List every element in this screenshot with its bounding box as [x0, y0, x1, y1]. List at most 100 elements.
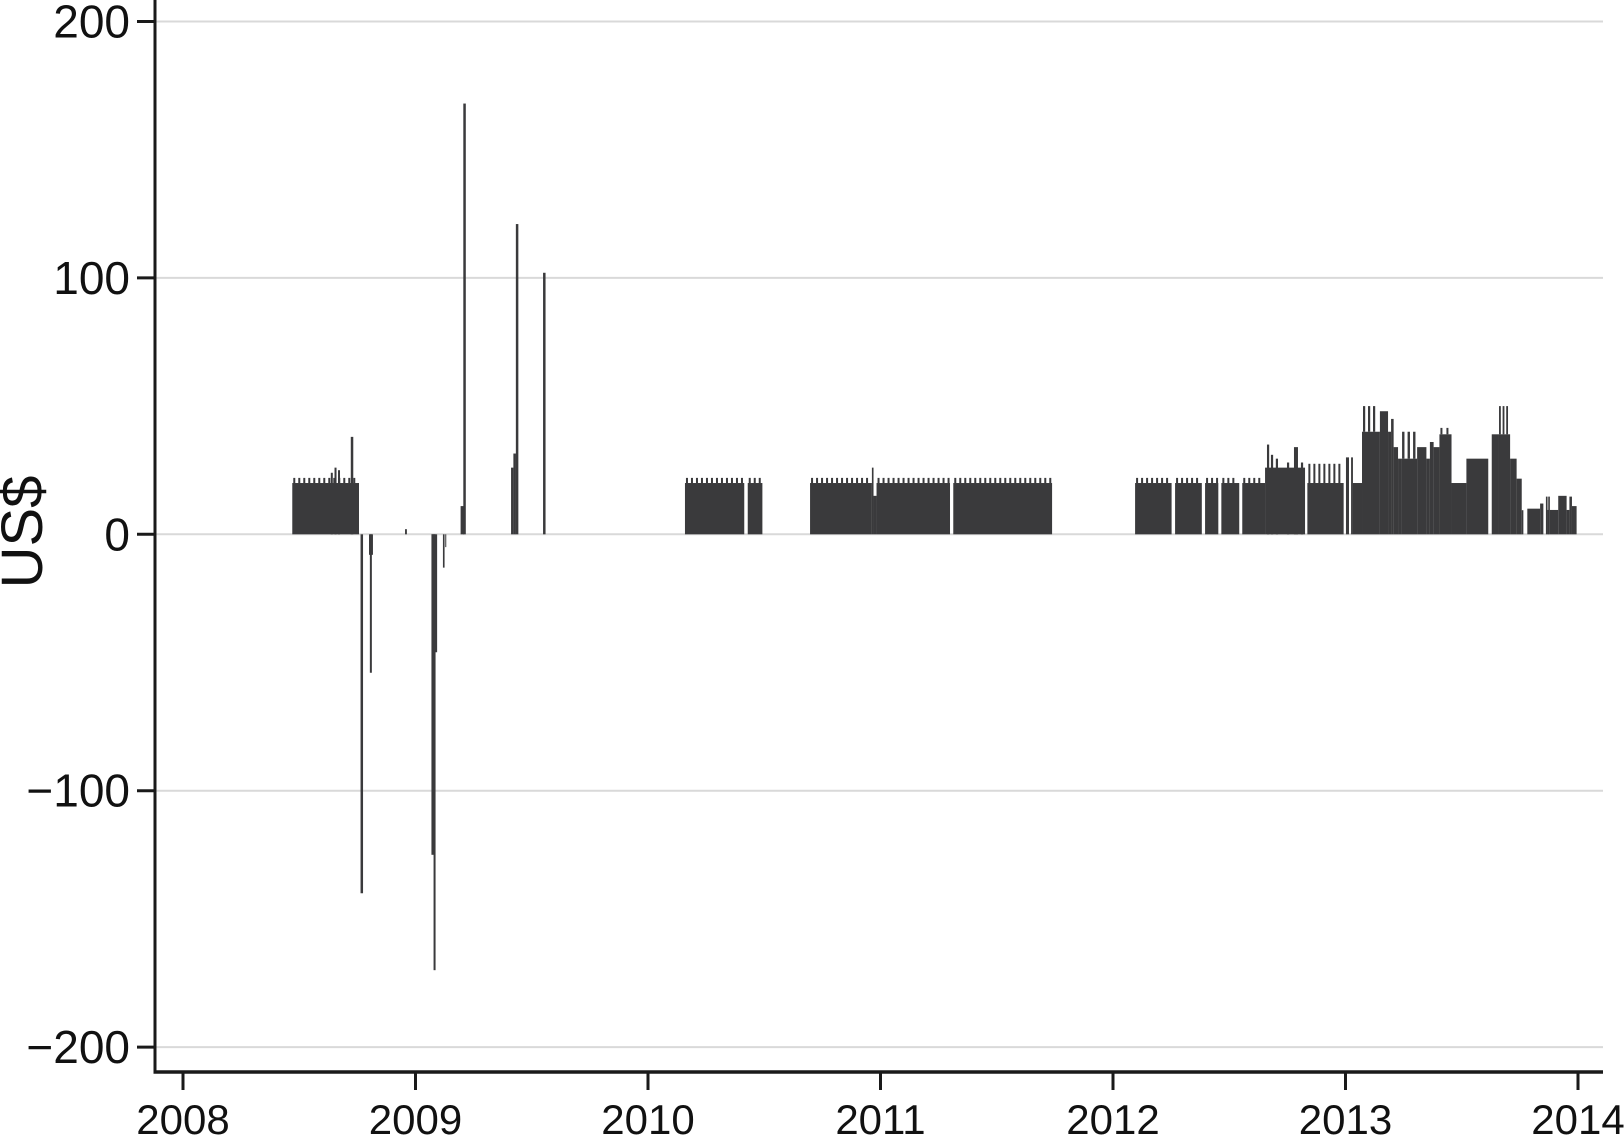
data-bar-tooth — [947, 477, 950, 484]
data-bar — [1491, 434, 1499, 535]
data-bar-tooth — [882, 477, 885, 484]
x-tick-label: 2008 — [136, 1096, 229, 1143]
data-bar-tooth — [715, 477, 718, 484]
data-bar — [684, 483, 745, 535]
data-bar — [1391, 418, 1394, 535]
data-bar — [1429, 441, 1434, 535]
data-bar — [747, 483, 763, 535]
data-bar-tooth — [308, 477, 311, 484]
x-tick-label: 2012 — [1066, 1096, 1159, 1143]
y-tick-marks — [137, 20, 155, 1049]
data-bar-tooth — [964, 477, 967, 484]
data-bar — [1545, 496, 1548, 535]
data-bar-tooth — [1227, 477, 1230, 484]
data-bar — [871, 467, 874, 535]
data-bar — [1549, 509, 1559, 535]
data-bar-tooth — [1216, 477, 1219, 484]
data-bar — [1417, 447, 1427, 535]
data-bar-tooth — [821, 477, 824, 484]
data-bar-tooth — [748, 477, 751, 484]
data-bar-tooth — [1206, 477, 1209, 484]
data-bar-tooth — [999, 477, 1002, 484]
data-bar-tooth — [932, 477, 935, 484]
data-bar — [810, 483, 872, 535]
data-bar-tooth — [328, 477, 331, 484]
x-tick-label: 2009 — [369, 1096, 462, 1143]
data-bar — [1466, 458, 1489, 535]
data-bar — [1388, 431, 1392, 535]
data-bar-tooth — [959, 477, 962, 484]
y-tick-label: 200 — [53, 0, 130, 48]
data-bar-tooth — [816, 477, 819, 484]
data-bar-tooth — [685, 477, 688, 484]
data-bar-tooth — [1373, 406, 1376, 432]
data-bar — [1205, 483, 1219, 535]
data-spike — [463, 103, 466, 535]
data-bar-tooth — [1141, 477, 1144, 484]
data-bar-tooth — [1151, 477, 1154, 484]
data-bar-tooth — [1029, 477, 1032, 484]
data-bar-tooth — [1363, 406, 1366, 432]
data-bar — [1398, 458, 1402, 535]
data-bar-tooth — [1232, 477, 1235, 484]
data-bar-tooth — [1308, 463, 1311, 484]
data-bar-tooth — [922, 477, 925, 484]
data-bar — [442, 534, 445, 568]
data-bar — [1569, 496, 1572, 535]
data-bar-tooth — [1176, 477, 1179, 484]
x-tick-label: 2014 — [1531, 1096, 1624, 1143]
data-bar-tooth — [1166, 477, 1169, 484]
data-bar — [1393, 447, 1399, 535]
data-bar-tooth — [979, 477, 982, 484]
data-bar — [1521, 510, 1524, 535]
data-spike — [350, 436, 354, 535]
data-bar-tooth — [725, 477, 728, 484]
data-spike — [369, 534, 372, 673]
data-bar-tooth — [1248, 477, 1251, 484]
data-bar — [1566, 509, 1570, 535]
data-bar — [1345, 457, 1349, 535]
data-bar-tooth — [710, 477, 713, 484]
data-bar-tooth — [1402, 431, 1405, 459]
data-bar — [511, 467, 514, 535]
data-bar-tooth — [811, 477, 814, 484]
x-tick-marks — [181, 1072, 1580, 1090]
data-bar-tooth — [866, 477, 869, 484]
data-bar-tooth — [293, 477, 296, 484]
data-spike — [515, 224, 519, 535]
data-bar-tooth — [1004, 477, 1007, 484]
data-bar-tooth — [846, 477, 849, 484]
data-spike — [433, 534, 436, 971]
data-bar-tooth — [735, 477, 738, 484]
data-bar — [1175, 483, 1202, 535]
data-bar-tooth — [1440, 427, 1443, 435]
spikes-layer — [330, 103, 1304, 971]
data-bar-tooth — [690, 477, 693, 484]
data-bar-tooth — [1014, 477, 1017, 484]
data-bar-tooth — [1222, 477, 1225, 484]
data-bar-tooth — [1338, 463, 1341, 484]
data-bar-tooth — [907, 477, 910, 484]
data-bar-tooth — [1196, 477, 1199, 484]
data-bar-tooth — [887, 477, 890, 484]
data-bar — [1401, 458, 1418, 535]
data-bar — [1439, 434, 1452, 535]
data-bar-tooth — [902, 477, 905, 484]
data-bar — [445, 534, 447, 548]
data-bar-tooth — [1181, 477, 1184, 484]
data-spike — [360, 534, 364, 894]
data-bar — [513, 453, 516, 535]
data-bar-tooth — [1328, 463, 1331, 484]
data-bar-tooth — [856, 477, 859, 484]
data-bar — [1548, 496, 1550, 535]
data-bar — [292, 483, 360, 535]
data-bar-tooth — [303, 477, 306, 484]
data-bar-tooth — [740, 477, 743, 484]
data-bar-tooth — [343, 477, 346, 484]
data-bar-tooth — [917, 477, 920, 484]
data-bar — [1362, 431, 1380, 535]
data-bar-tooth — [1136, 477, 1139, 484]
data-bar-tooth — [897, 477, 900, 484]
